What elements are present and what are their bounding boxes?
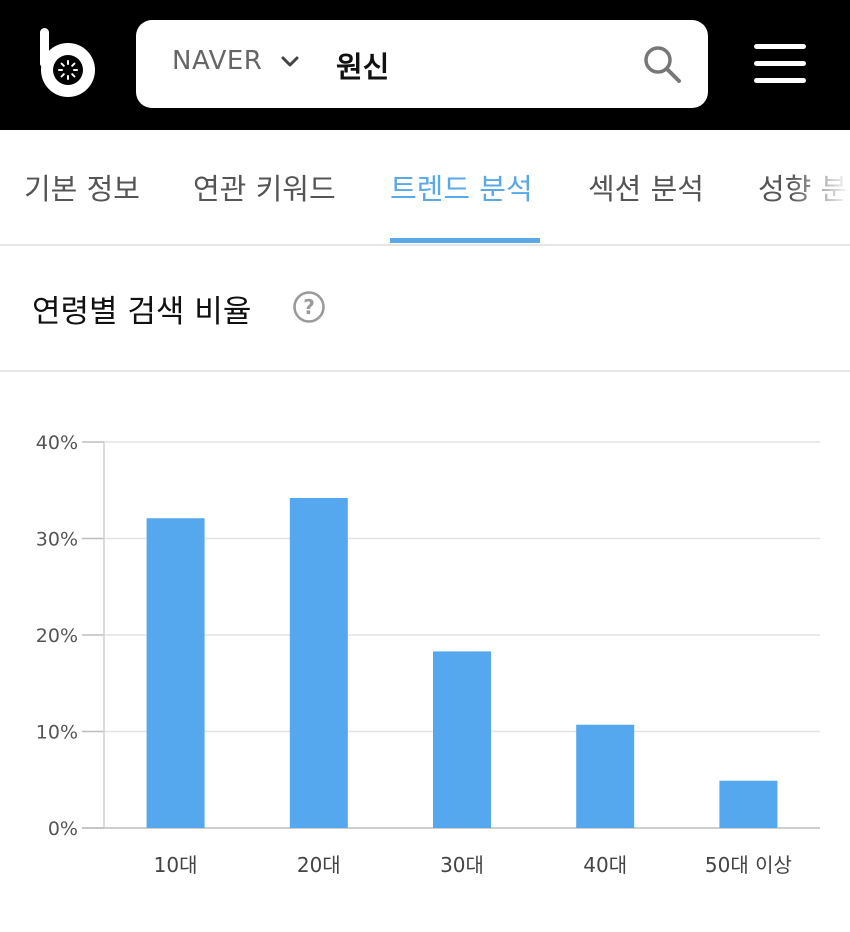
tab-section-analysis[interactable]: 섹션 분석 bbox=[588, 172, 704, 206]
x-tick-label: 20대 bbox=[297, 853, 341, 877]
b-logo-icon[interactable] bbox=[36, 26, 100, 102]
section-header: 연령별 검색 비율 ? bbox=[0, 246, 850, 372]
bar bbox=[289, 497, 348, 828]
x-tick-label: 40대 bbox=[583, 853, 627, 877]
active-tab-indicator bbox=[390, 238, 540, 243]
search-box[interactable]: NAVER 원신 bbox=[136, 20, 708, 108]
search-input[interactable]: 원신 bbox=[336, 50, 390, 84]
bar bbox=[719, 780, 778, 828]
y-tick-label: 30% bbox=[36, 529, 78, 551]
help-circle-icon[interactable]: ? bbox=[292, 290, 326, 324]
top-header: NAVER 원신 bbox=[0, 0, 850, 130]
x-tick-label: 10대 bbox=[154, 853, 198, 877]
bar bbox=[433, 651, 491, 828]
bar bbox=[576, 724, 635, 828]
svg-text:?: ? bbox=[303, 295, 315, 319]
x-tick-label: 50대 이상 bbox=[705, 853, 792, 877]
tab-basic-info[interactable]: 기본 정보 bbox=[24, 172, 140, 206]
search-icon[interactable] bbox=[640, 42, 684, 86]
hamburger-menu-icon[interactable] bbox=[754, 42, 806, 86]
y-tick-label: 10% bbox=[36, 722, 78, 744]
tab-fade-overlay bbox=[790, 130, 850, 242]
chevron-down-icon[interactable] bbox=[278, 50, 302, 74]
y-tick-label: 0% bbox=[48, 818, 78, 840]
bar bbox=[146, 518, 205, 828]
tab-related-keywords[interactable]: 연관 키워드 bbox=[193, 172, 336, 206]
x-tick-label: 30대 bbox=[440, 853, 484, 877]
tab-trend-analysis[interactable]: 트렌드 분석 bbox=[390, 172, 533, 206]
y-tick-label: 20% bbox=[36, 625, 78, 647]
y-tick-label: 40% bbox=[36, 432, 78, 454]
search-engine-select[interactable]: NAVER bbox=[172, 46, 263, 76]
section-title: 연령별 검색 비율 bbox=[32, 294, 252, 330]
age-bar-chart: 0% 10% 20% 30% 40% 10대 20대 30대 40대 50대 이상 bbox=[36, 432, 820, 877]
tab-bar: 기본 정보 연관 키워드 트렌드 분석 섹션 분석 성향 분석 bbox=[0, 130, 850, 246]
